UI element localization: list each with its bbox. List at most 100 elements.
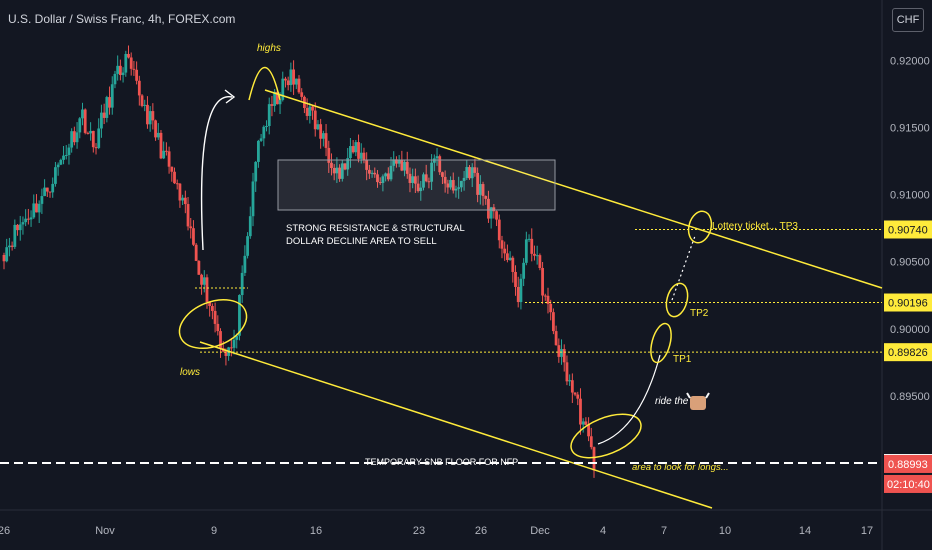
candle <box>275 91 279 105</box>
candle <box>124 53 128 73</box>
candle <box>181 197 185 201</box>
candle <box>427 181 431 183</box>
candle <box>365 160 369 170</box>
rally-arrow <box>200 96 233 251</box>
candle <box>294 78 298 85</box>
current-price-tag-bg <box>884 454 932 473</box>
resistance-label: STRONG RESISTANCE & STRUCTURAL <box>286 223 465 234</box>
candle <box>554 331 558 346</box>
candle <box>424 174 428 182</box>
candle <box>197 260 201 275</box>
candle <box>473 167 477 173</box>
candle <box>397 159 401 164</box>
countdown-label: 02:10:40 <box>887 479 930 491</box>
tp3-ellipse <box>687 210 713 244</box>
candle <box>35 203 38 213</box>
candle <box>549 303 553 313</box>
candle <box>489 207 493 219</box>
candle <box>16 224 19 231</box>
floor-label: TEMPORARY SNB FLOOR FOR NFP <box>365 457 518 467</box>
candle <box>592 447 596 471</box>
candle <box>257 140 260 162</box>
candle <box>292 69 295 85</box>
candle <box>476 172 480 195</box>
candle <box>284 78 287 81</box>
candle <box>579 398 582 425</box>
lows-label: lows <box>180 367 200 378</box>
candle <box>151 111 155 121</box>
candle <box>81 109 84 119</box>
candle <box>552 312 555 332</box>
price-tag-bg <box>884 293 932 312</box>
candle <box>362 152 366 161</box>
candle <box>454 188 458 191</box>
candle <box>500 240 504 249</box>
candle <box>208 301 212 307</box>
candle <box>156 132 160 138</box>
candle <box>354 142 358 153</box>
candle <box>232 339 236 348</box>
candle <box>8 245 11 248</box>
candle <box>311 106 314 111</box>
candle <box>59 159 63 165</box>
candle <box>40 196 44 204</box>
candle <box>346 158 350 170</box>
candle <box>392 159 396 166</box>
y-tick-label: 0.91000 <box>890 190 930 202</box>
candle <box>416 183 420 192</box>
candle <box>324 133 328 148</box>
time-axis: 26 Nov 9 16 23 26 Dec 4 7 10 14 17 <box>0 525 873 537</box>
candle <box>530 238 534 254</box>
candle <box>18 224 22 231</box>
candle <box>10 245 14 247</box>
resistance-box <box>277 159 556 211</box>
candle <box>94 147 98 149</box>
candle <box>251 181 255 217</box>
candle <box>389 165 393 180</box>
candle <box>140 95 144 106</box>
candle <box>316 124 320 130</box>
candle <box>110 84 114 108</box>
y-tick-label: 0.91500 <box>890 123 930 135</box>
currency-selector[interactable]: CHF <box>892 8 924 32</box>
candle <box>495 211 498 220</box>
candle <box>102 112 106 118</box>
price-tag: 0.90196 <box>888 298 928 310</box>
projection-path <box>597 354 661 445</box>
candle <box>192 228 195 245</box>
candle <box>581 421 585 425</box>
candle <box>132 68 136 70</box>
chart-title: U.S. Dollar / Swiss Franc, 4h, FOREX.com <box>8 12 236 26</box>
candle <box>449 180 452 188</box>
candle <box>527 238 531 240</box>
tp2-ellipse <box>665 282 689 318</box>
candle <box>194 244 198 261</box>
candle <box>497 219 501 241</box>
candle <box>259 138 263 141</box>
candle <box>186 204 190 227</box>
candle <box>26 218 30 220</box>
candle <box>72 131 76 143</box>
candle <box>146 104 149 125</box>
candle <box>300 92 304 97</box>
candle <box>524 239 528 263</box>
candle <box>340 163 344 179</box>
candle <box>543 295 547 297</box>
candle <box>51 183 55 193</box>
candle <box>21 222 25 225</box>
candle <box>235 335 239 340</box>
candle <box>462 177 466 181</box>
candle <box>516 286 520 303</box>
candle <box>281 78 285 100</box>
candle <box>178 183 182 201</box>
arrow-head <box>224 89 236 104</box>
candle <box>378 182 382 184</box>
candle <box>289 69 293 86</box>
candle <box>546 295 550 304</box>
candle <box>505 253 509 260</box>
candle <box>465 167 469 178</box>
candle <box>370 172 374 174</box>
x-tick-label: 14 <box>799 525 811 537</box>
candle <box>413 176 417 184</box>
